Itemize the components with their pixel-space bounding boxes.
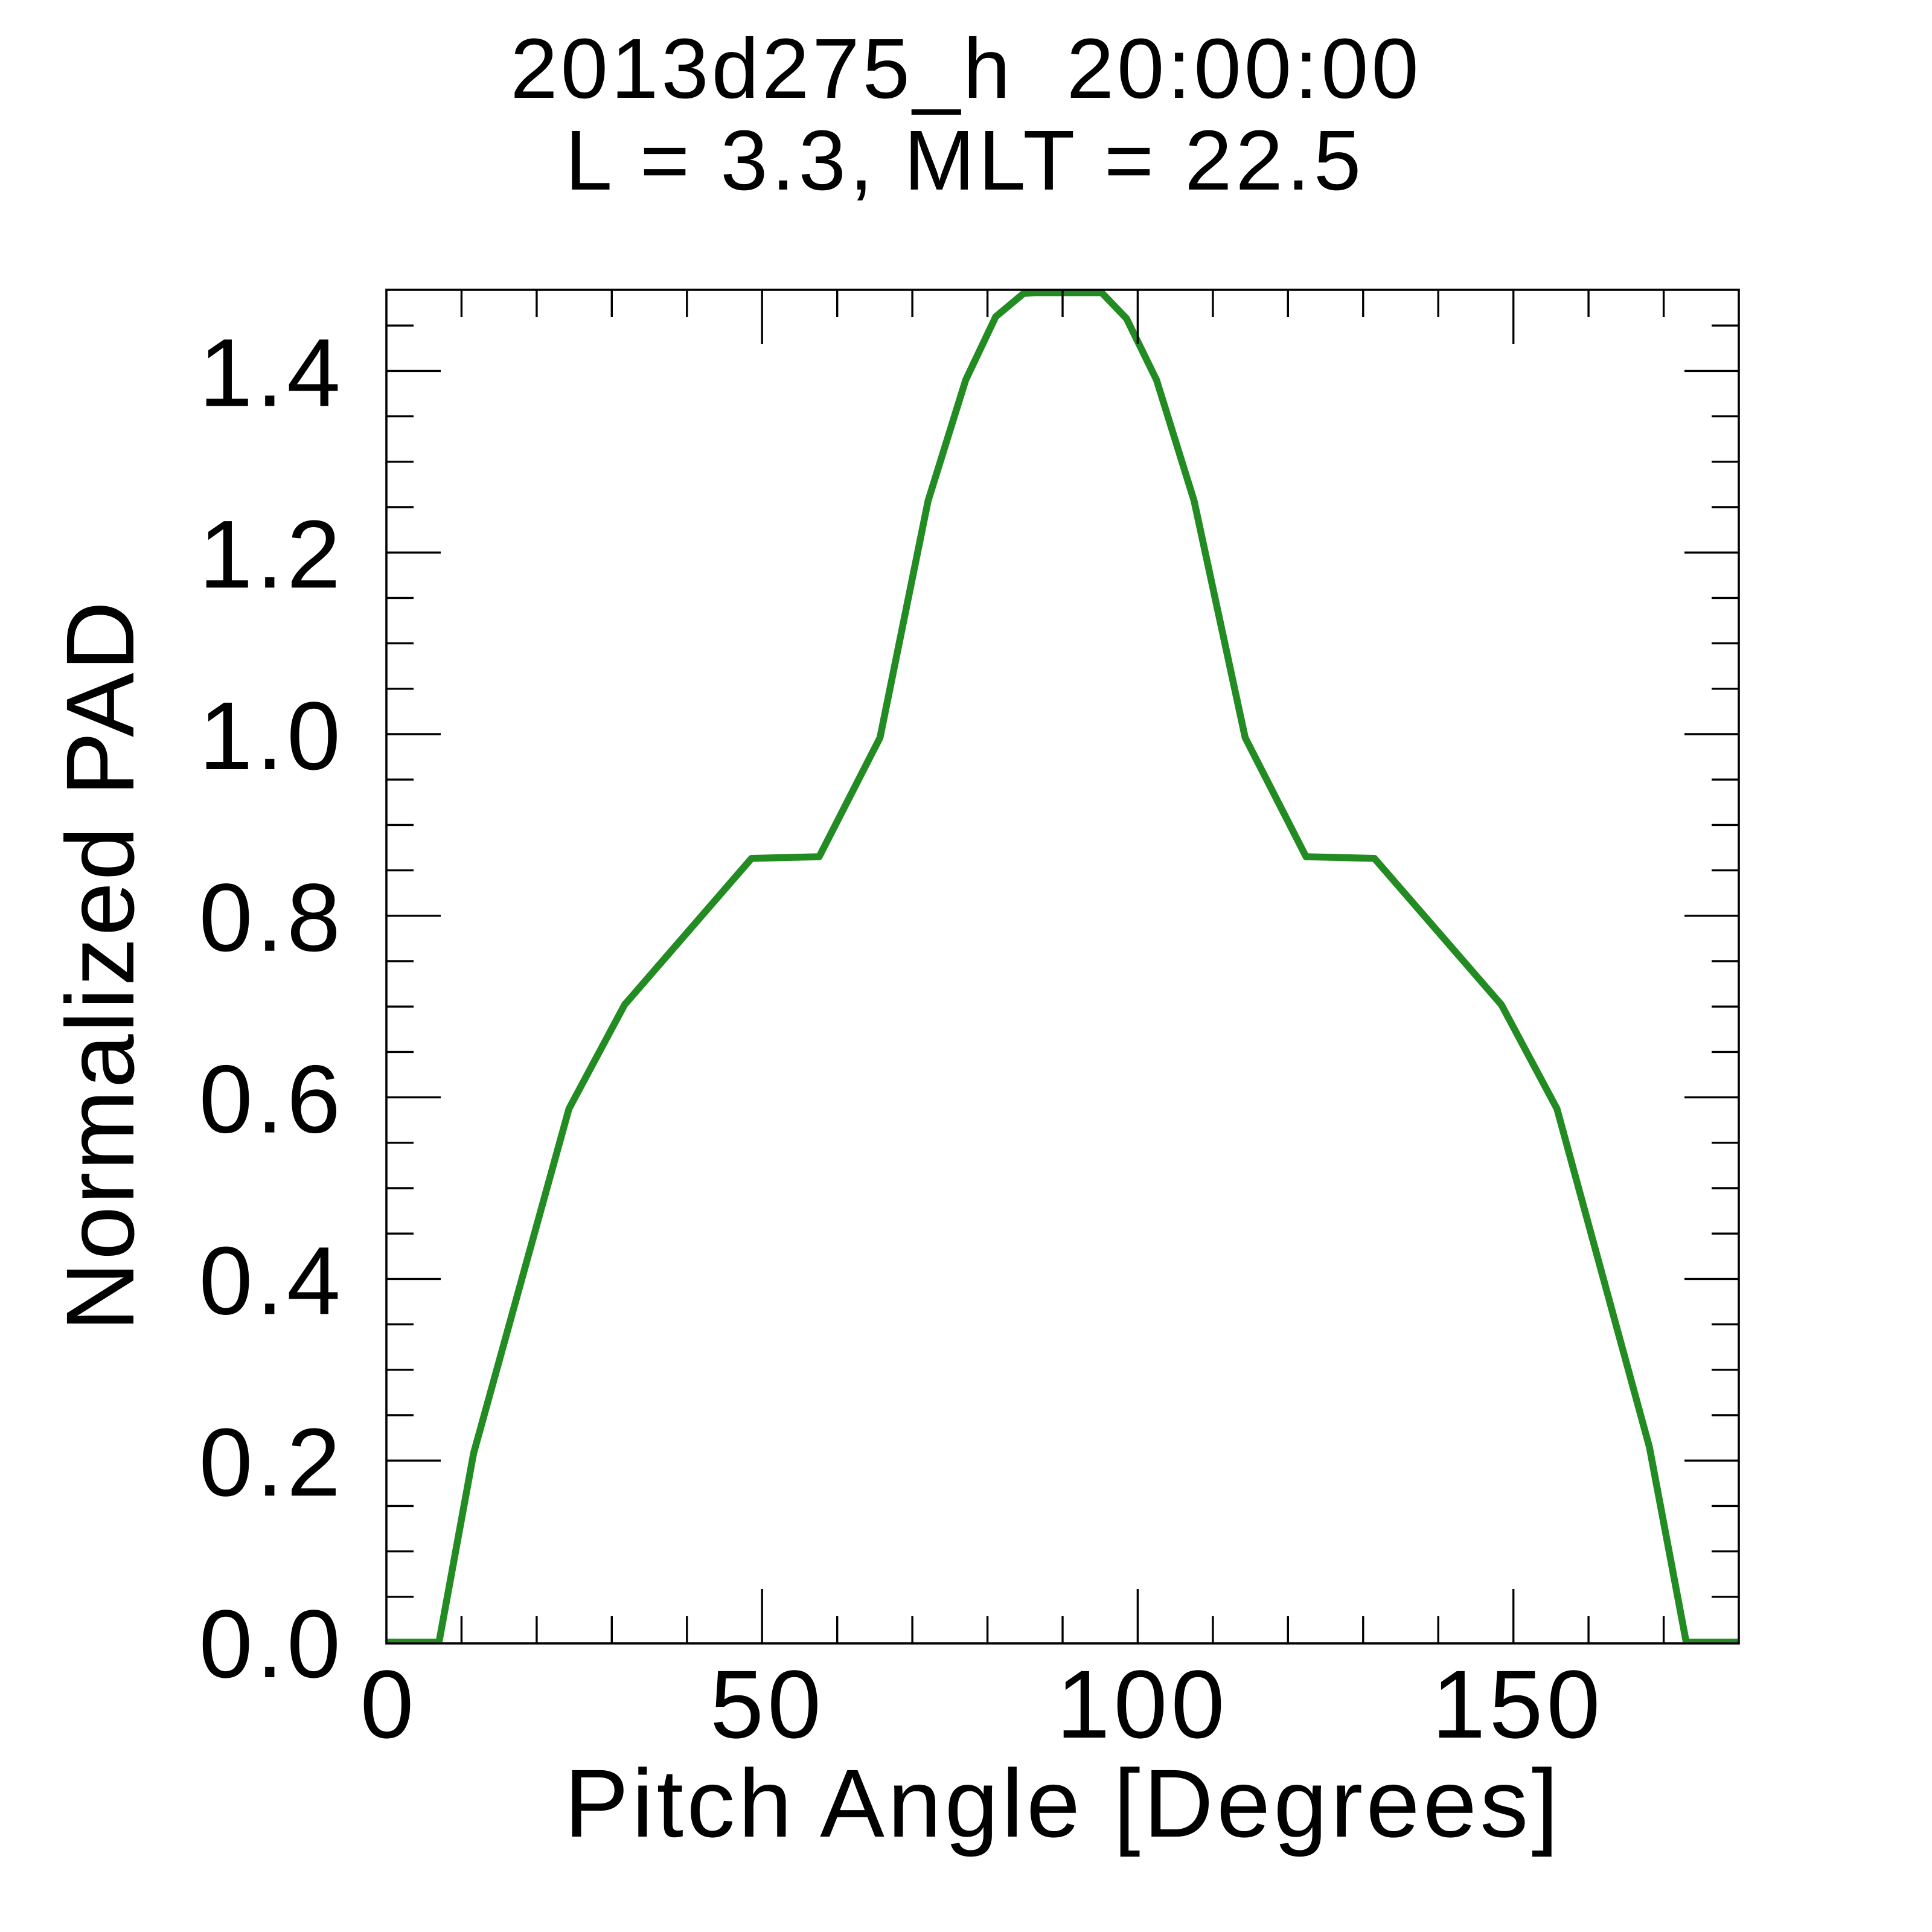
svg-text:150: 150 — [1432, 1650, 1604, 1758]
svg-text:0.2: 0.2 — [199, 1408, 344, 1516]
svg-text:1.4: 1.4 — [199, 318, 344, 426]
svg-text:100: 100 — [1057, 1650, 1229, 1758]
svg-text:2013d275_h 20:00:00: 2013d275_h 20:00:00 — [510, 21, 1421, 116]
svg-text:1.2: 1.2 — [199, 500, 344, 608]
svg-text:L = 3.3, MLT = 22.5: L = 3.3, MLT = 22.5 — [565, 112, 1364, 208]
svg-text:0: 0 — [360, 1650, 418, 1758]
svg-text:0.8: 0.8 — [199, 863, 344, 971]
svg-text:0.0: 0.0 — [199, 1590, 344, 1698]
svg-text:Normalized PAD: Normalized PAD — [46, 600, 154, 1332]
svg-text:Pitch Angle [Degrees]: Pitch Angle [Degrees] — [564, 1749, 1561, 1857]
svg-text:0.6: 0.6 — [199, 1045, 344, 1153]
svg-text:50: 50 — [710, 1650, 825, 1758]
svg-text:0.4: 0.4 — [199, 1226, 344, 1334]
svg-text:1.0: 1.0 — [199, 682, 344, 790]
